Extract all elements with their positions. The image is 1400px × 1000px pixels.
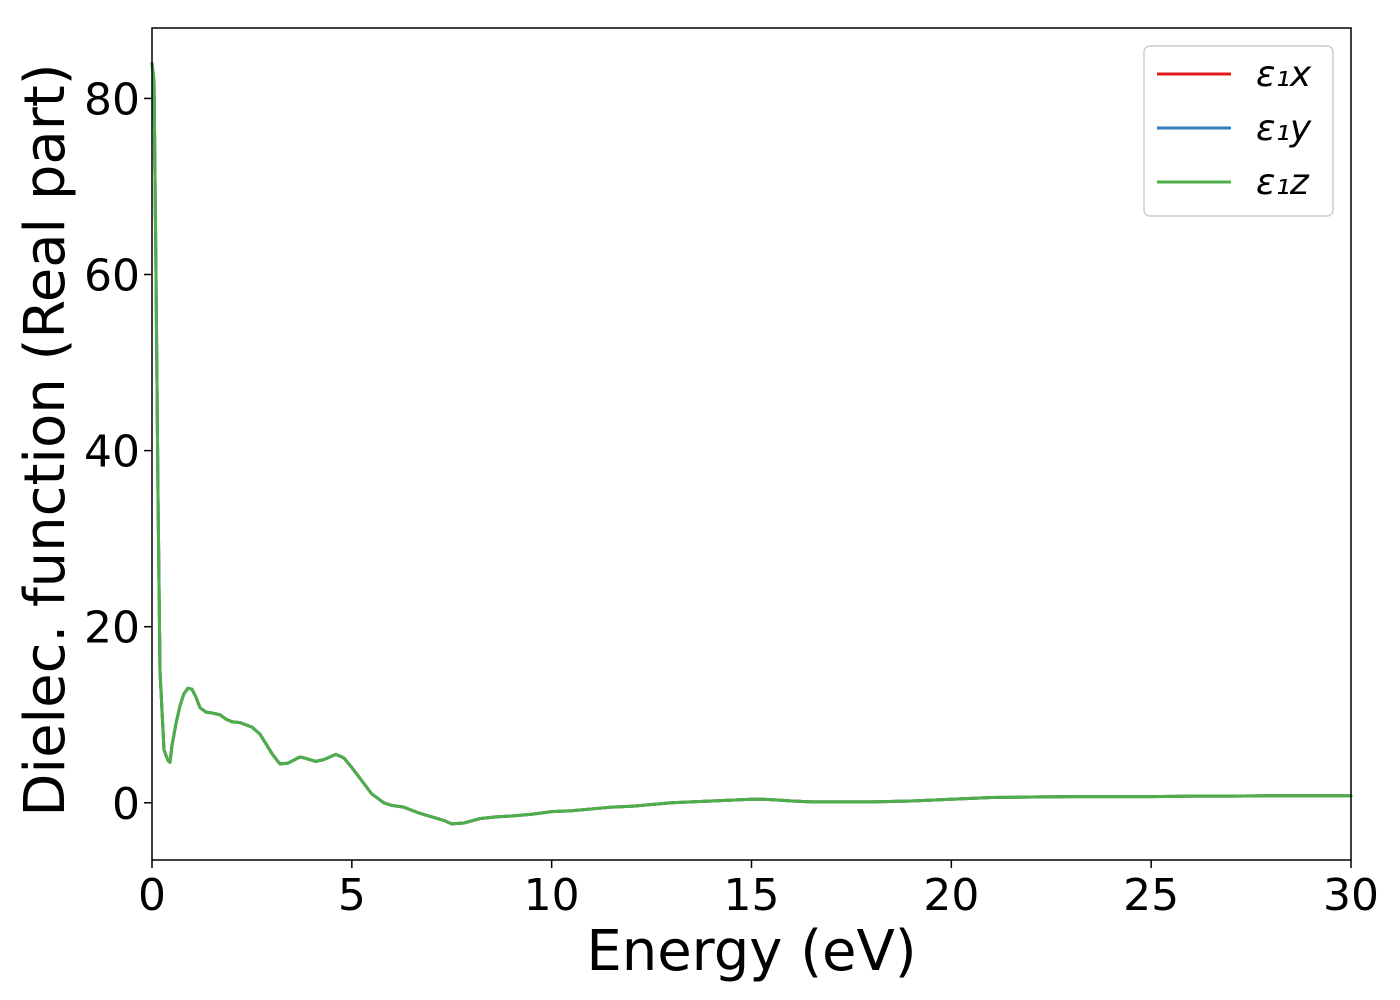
x-tick-label: 5 — [338, 870, 366, 921]
y-tick-label: 0 — [112, 779, 140, 830]
legend: ε₁x ε₁y ε₁z — [1143, 45, 1334, 217]
legend-box — [1143, 45, 1334, 217]
x-axis-label: Energy (eV) — [586, 919, 916, 984]
y-tick-label: 40 — [84, 427, 140, 478]
x-tick-label: 0 — [138, 870, 166, 921]
x-tick-label: 25 — [1123, 870, 1179, 921]
series-line-3 — [150, 61, 1353, 826]
y-axis-ticks: 0 20 40 60 80 — [84, 74, 152, 830]
x-tick-label: 20 — [923, 870, 979, 921]
x-tick-label: 30 — [1323, 870, 1379, 921]
y-tick-label: 20 — [84, 603, 140, 654]
x-tick-label: 15 — [724, 870, 780, 921]
y-axis-label: Dielec. function (Real part) — [13, 63, 78, 816]
legend-label: ε₁x — [1256, 54, 1312, 95]
x-tick-label: 10 — [524, 870, 580, 921]
series-layer — [150, 61, 1353, 826]
legend-label: ε₁y — [1256, 108, 1312, 149]
y-tick-label: 60 — [84, 251, 140, 302]
x-axis-ticks: 0 5 10 15 20 25 30 — [138, 860, 1379, 921]
legend-label: ε₁z — [1256, 162, 1310, 203]
y-tick-label: 80 — [84, 74, 140, 125]
